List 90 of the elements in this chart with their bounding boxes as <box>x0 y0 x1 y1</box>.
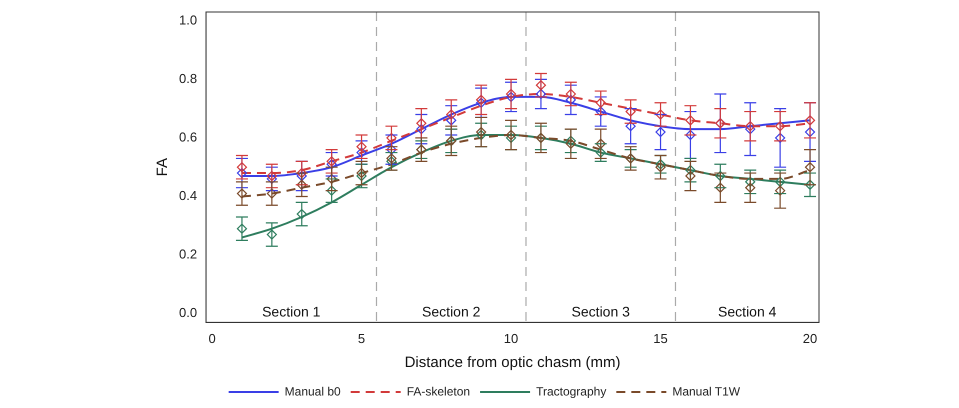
point <box>356 170 367 182</box>
y-axis-title: FA <box>154 158 172 176</box>
point <box>775 121 786 132</box>
point <box>326 159 337 170</box>
point <box>775 186 786 196</box>
point <box>566 138 576 149</box>
point <box>506 130 516 140</box>
point <box>326 156 337 166</box>
point <box>476 130 486 140</box>
point <box>386 144 397 155</box>
legend-label: FA-skeleton <box>406 384 470 398</box>
point <box>236 168 248 178</box>
annotation: Section 1 <box>262 303 321 320</box>
point <box>236 162 248 172</box>
point <box>266 170 277 182</box>
point <box>804 126 816 138</box>
annotation: Section 2 <box>422 303 481 320</box>
point <box>745 121 756 132</box>
point <box>596 147 606 158</box>
point <box>715 170 726 182</box>
point <box>685 170 696 182</box>
point <box>804 162 816 172</box>
x-tick-label: 0 <box>208 330 216 346</box>
point <box>745 176 756 187</box>
point <box>266 229 277 240</box>
point <box>655 109 666 120</box>
point <box>326 186 337 196</box>
point <box>356 142 367 152</box>
point <box>476 94 486 105</box>
point <box>655 159 666 170</box>
y-tick-label: 0.0 <box>178 305 198 320</box>
point <box>745 182 756 193</box>
annotation: Section 4 <box>718 303 777 320</box>
point <box>416 118 426 128</box>
point <box>506 92 516 102</box>
point <box>566 88 576 100</box>
y-tick-label: 0.6 <box>178 129 198 144</box>
point <box>775 132 786 144</box>
point <box>446 115 456 126</box>
x-axis-title: Distance from optic chasm (mm) <box>404 354 620 372</box>
point <box>685 130 696 140</box>
point <box>775 176 786 187</box>
x-tick-label: 20 <box>802 330 818 346</box>
point <box>685 165 696 176</box>
point <box>655 126 666 138</box>
point <box>296 208 307 220</box>
point <box>566 94 576 105</box>
point <box>566 136 576 146</box>
point <box>416 124 426 134</box>
point <box>626 121 636 132</box>
point <box>296 170 307 182</box>
point <box>236 188 248 199</box>
point <box>476 126 486 138</box>
point <box>266 174 277 184</box>
point <box>356 147 367 158</box>
point <box>296 180 307 190</box>
point <box>446 109 456 120</box>
point <box>596 106 606 117</box>
x-tick-label: 5 <box>358 330 366 346</box>
point <box>536 80 546 90</box>
point <box>655 162 666 172</box>
y-tick-label: 0.8 <box>178 70 198 86</box>
point <box>715 182 726 193</box>
point <box>506 88 516 100</box>
point <box>326 174 337 184</box>
legend-label: Manual b0 <box>284 384 342 398</box>
point <box>804 180 816 190</box>
y-tick-label: 1.0 <box>178 12 198 28</box>
point <box>506 132 516 144</box>
legend-label: Tractography <box>536 384 606 398</box>
point <box>596 98 606 108</box>
point <box>685 115 696 126</box>
point <box>745 124 756 134</box>
point <box>386 153 397 164</box>
point <box>476 98 486 108</box>
point <box>536 88 546 100</box>
point <box>296 168 307 178</box>
annotation: Section 3 <box>572 303 630 320</box>
point <box>356 168 367 178</box>
y-tick-label: 0.4 <box>178 188 198 204</box>
x-tick-label: 15 <box>653 330 668 346</box>
point <box>386 132 397 144</box>
legend-label: Manual T1W <box>672 384 741 398</box>
point <box>236 224 248 234</box>
point <box>596 138 606 149</box>
y-tick-label: 0.2 <box>178 246 198 262</box>
x-tick-label: 10 <box>504 330 518 346</box>
point <box>266 188 277 199</box>
point <box>804 115 816 126</box>
point <box>626 106 636 117</box>
